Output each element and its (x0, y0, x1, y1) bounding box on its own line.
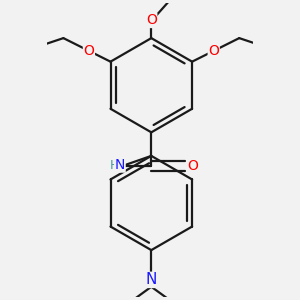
Text: O: O (83, 44, 94, 58)
Text: N: N (146, 272, 157, 287)
Text: H: H (109, 158, 119, 172)
Text: N: N (115, 158, 125, 172)
Text: O: O (187, 159, 198, 173)
Text: O: O (146, 14, 157, 27)
Text: O: O (208, 44, 219, 58)
